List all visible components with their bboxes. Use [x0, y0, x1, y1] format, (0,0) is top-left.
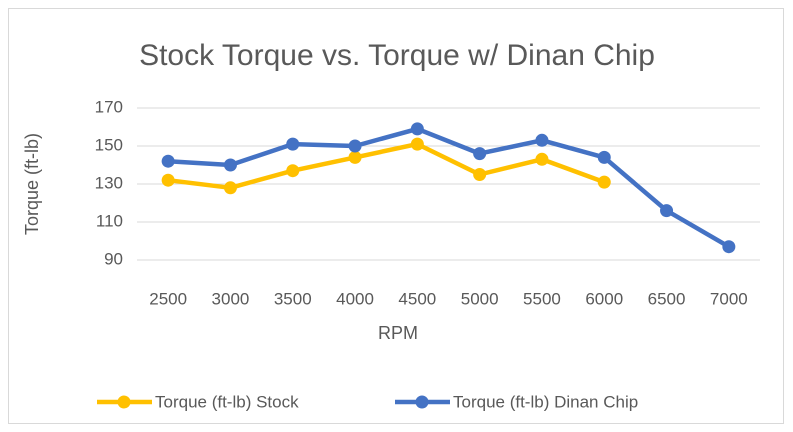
x-axis-label: RPM — [378, 323, 418, 343]
data-point — [473, 147, 487, 161]
data-point — [348, 139, 362, 153]
x-tick-label: 4000 — [336, 289, 374, 308]
x-tick-label: 2500 — [149, 289, 187, 308]
x-tick-label: 6500 — [648, 289, 686, 308]
data-point — [223, 158, 237, 172]
data-point — [660, 204, 674, 218]
x-tick-label: 3000 — [212, 289, 250, 308]
data-point — [535, 133, 549, 147]
data-point — [410, 137, 424, 151]
x-tick-label: 4500 — [398, 289, 436, 308]
legend-marker — [117, 395, 131, 409]
data-point — [286, 137, 300, 151]
x-tick-label: 3500 — [274, 289, 312, 308]
data-point — [161, 154, 175, 168]
series-line — [167, 141, 606, 191]
data-point — [286, 164, 300, 178]
y-tick-label: 170 — [95, 97, 123, 116]
data-point — [348, 150, 362, 164]
data-point — [597, 150, 611, 164]
data-point — [597, 175, 611, 189]
x-tick-label: 6000 — [585, 289, 623, 308]
x-tick-label: 5500 — [523, 289, 561, 308]
legend-label: Torque (ft-lb) Dinan Chip — [453, 392, 638, 411]
data-point — [535, 152, 549, 166]
legend-marker — [415, 395, 429, 409]
data-point — [161, 173, 175, 187]
y-tick-label: 150 — [95, 135, 123, 154]
series-line — [168, 126, 730, 249]
y-axis-label: Torque (ft-lb) — [22, 133, 42, 235]
data-point — [223, 181, 237, 195]
data-point — [722, 240, 736, 254]
data-point — [473, 168, 487, 181]
y-tick-label: 90 — [104, 249, 123, 268]
chart-frame — [8, 8, 784, 424]
x-tick-label: 7000 — [710, 289, 748, 308]
chart-title: Stock Torque vs. Torque w/ Dinan Chip — [139, 39, 655, 72]
x-tick-label: 5000 — [461, 289, 499, 308]
y-tick-label: 110 — [96, 211, 123, 230]
y-tick-label: 130 — [95, 173, 123, 192]
legend-label: Torque (ft-lb) Stock — [155, 392, 299, 411]
data-point — [410, 122, 424, 136]
